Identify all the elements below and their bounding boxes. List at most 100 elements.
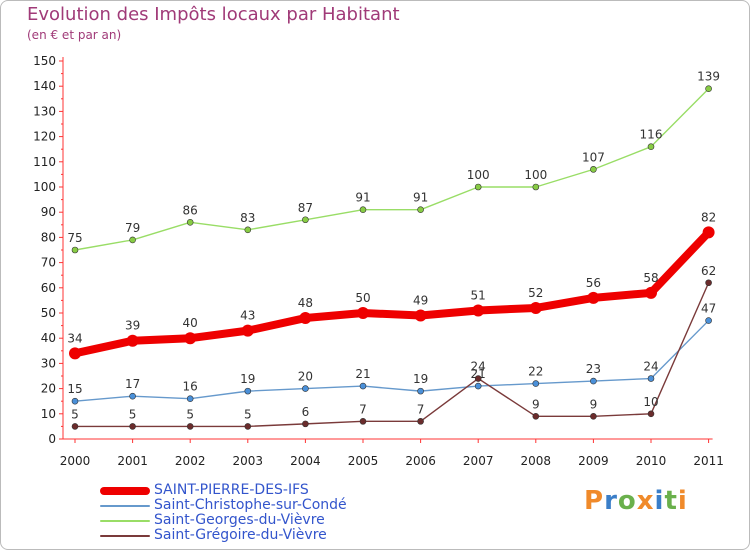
data-label: 87: [298, 201, 313, 215]
legend-swatch: [100, 520, 150, 522]
data-label: 139: [697, 70, 720, 84]
data-point: [184, 332, 197, 345]
data-point: [705, 85, 712, 93]
data-label: 47: [701, 302, 716, 316]
data-label: 79: [125, 221, 140, 235]
data-label: 56: [586, 276, 601, 290]
data-point: [69, 347, 81, 360]
logo-letter: P: [584, 486, 605, 516]
data-point: [299, 312, 312, 325]
data-point: [417, 387, 424, 395]
data-label: 24: [643, 360, 658, 374]
data-point: [645, 286, 657, 299]
legend-item[interactable]: Saint-Christophe-sur-Condé: [100, 497, 400, 514]
x-tick-label: 2001: [117, 454, 148, 468]
legend-swatch: [100, 487, 150, 495]
legend-item[interactable]: Saint-Grégoire-du-Vièvre: [100, 527, 400, 544]
data-point: [241, 324, 254, 337]
data-point: [647, 143, 655, 150]
data-label: 48: [298, 296, 313, 310]
data-label: 51: [471, 288, 486, 302]
data-label: 21: [355, 367, 370, 381]
y-tick-label: 90: [41, 205, 56, 219]
data-label: 17: [125, 377, 140, 391]
x-tick-label: 2006: [405, 454, 436, 468]
data-label: 39: [125, 319, 140, 333]
series-line: [74, 319, 710, 402]
data-point: [702, 226, 715, 239]
data-label: 107: [582, 150, 605, 164]
data-label: 50: [355, 291, 370, 305]
y-tick-label: 120: [33, 130, 56, 144]
data-point: [186, 395, 194, 402]
data-point: [357, 307, 369, 319]
data-label: 7: [359, 402, 367, 416]
data-label: 52: [528, 286, 543, 300]
chart-subtitle: (en € et par an): [27, 28, 122, 42]
data-point: [359, 206, 367, 213]
data-point: [647, 410, 655, 418]
data-label: 24: [471, 360, 486, 374]
data-label: 19: [240, 372, 255, 386]
logo-letter: i: [654, 486, 665, 516]
data-label: 16: [183, 380, 198, 394]
legend-label: Saint-Christophe-sur-Condé: [154, 497, 347, 513]
data-point: [244, 387, 252, 395]
data-point: [359, 418, 367, 425]
y-tick-label: 50: [41, 306, 56, 320]
data-label: 6: [302, 405, 310, 419]
data-point: [244, 423, 252, 430]
data-label: 15: [67, 382, 82, 396]
data-point: [359, 382, 367, 390]
data-point: [186, 423, 194, 430]
data-point: [129, 423, 136, 430]
data-point: [244, 226, 252, 234]
data-label: 91: [413, 191, 428, 205]
x-tick-label: 2003: [233, 454, 264, 468]
data-point: [302, 420, 309, 428]
legend-item[interactable]: Saint-Georges-du-Vièvre: [100, 512, 400, 529]
data-label: 82: [701, 210, 716, 224]
legend-label: Saint-Georges-du-Vièvre: [154, 512, 325, 528]
data-point: [129, 392, 136, 400]
data-label: 23: [586, 362, 601, 376]
x-tick-label: 2009: [578, 454, 609, 468]
proxiti-logo[interactable]: Proxiti: [584, 486, 688, 516]
legend-swatch: [100, 505, 150, 507]
legend-item[interactable]: SAINT-PIERRE-DES-IFS: [100, 482, 400, 499]
logo-letter: o: [617, 486, 637, 516]
data-point: [474, 382, 482, 390]
y-tick-label: 150: [33, 54, 56, 68]
data-point: [474, 183, 482, 191]
data-label: 49: [413, 294, 428, 308]
series-line: [71, 228, 713, 358]
data-point: [472, 304, 485, 317]
data-label: 10: [643, 395, 658, 409]
data-point: [414, 309, 427, 322]
data-point: [129, 236, 136, 244]
data-label: 7: [417, 402, 425, 416]
x-tick-label: 2000: [60, 454, 91, 468]
x-tick-label: 2011: [693, 454, 724, 468]
data-label: 116: [640, 128, 663, 142]
data-point: [186, 218, 194, 226]
logo-letter: r: [604, 486, 618, 516]
series-line: [74, 88, 710, 251]
data-point: [474, 375, 482, 382]
x-tick-label: 2004: [290, 454, 321, 468]
data-label: 5: [71, 407, 79, 421]
data-point: [532, 183, 540, 191]
y-tick-label: 70: [41, 256, 56, 270]
data-label: 22: [528, 365, 543, 379]
chart-legend: SAINT-PIERRE-DES-IFS Saint-Christophe-su…: [100, 482, 400, 544]
logo-letter: x: [636, 486, 655, 516]
data-label: 19: [413, 372, 428, 386]
data-point: [705, 279, 712, 287]
y-tick-label: 0: [48, 432, 56, 446]
x-tick-label: 2007: [463, 454, 494, 468]
chart-title: Evolution des Impôts locaux par Habitant: [27, 4, 400, 25]
data-point: [71, 246, 79, 254]
data-label: 100: [524, 168, 547, 182]
logo-letter: i: [677, 486, 688, 516]
